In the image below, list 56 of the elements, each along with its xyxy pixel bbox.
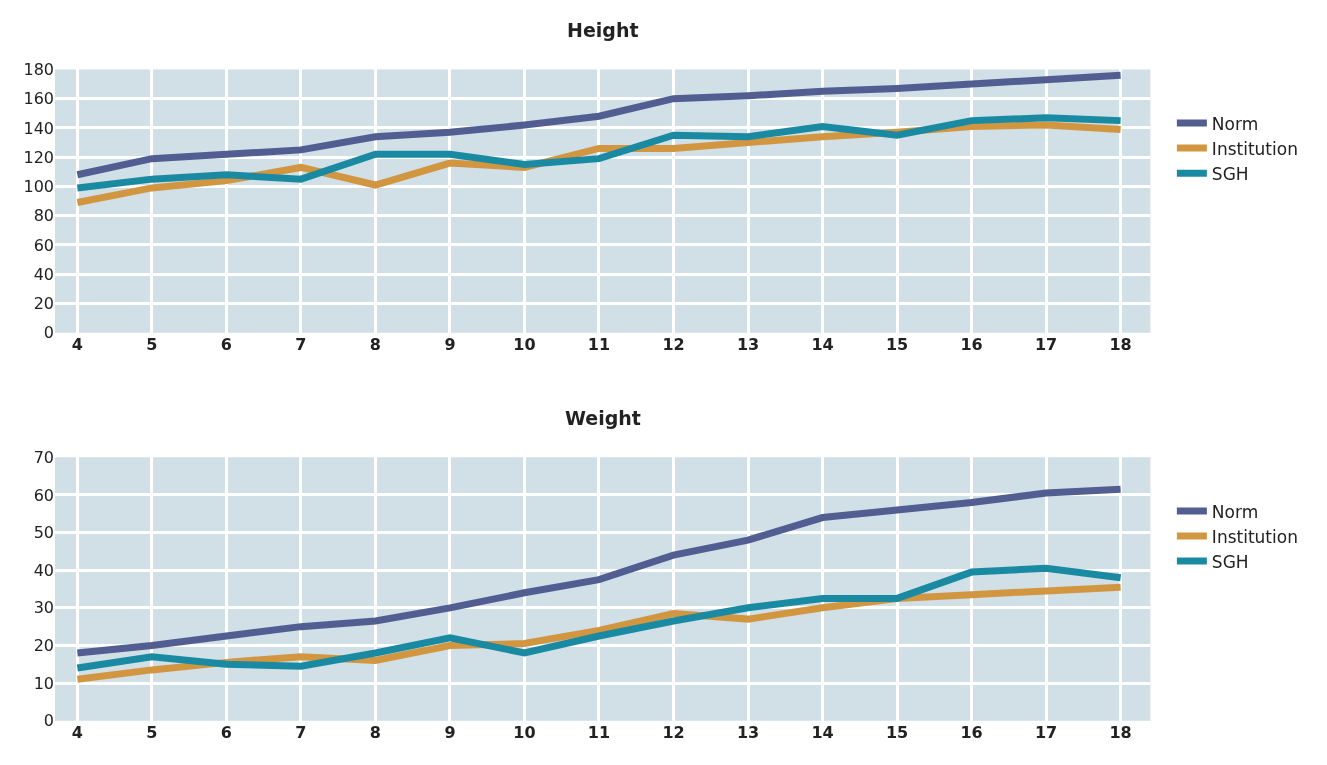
x-tick-label: 18 (1109, 722, 1132, 742)
chart-title: Height (567, 19, 639, 41)
y-tick-label: 40 (33, 560, 54, 580)
y-tick-label: 0 (43, 711, 54, 731)
y-tick-label: 50 (33, 523, 54, 543)
x-tick-label: 12 (662, 722, 685, 742)
y-tick-label: 60 (33, 235, 54, 255)
y-tick-label: 140 (23, 118, 54, 138)
x-tick-label: 18 (1109, 334, 1132, 354)
y-tick-label: 0 (43, 323, 54, 343)
x-tick-label: 17 (1034, 334, 1058, 354)
x-tick-label: 14 (811, 722, 834, 742)
legend-label: Norm (1211, 501, 1259, 522)
y-tick-label: 40 (33, 264, 54, 284)
y-tick-label: 180 (23, 60, 54, 80)
x-tick-label: 15 (885, 722, 909, 742)
y-tick-label: 60 (33, 485, 54, 505)
y-tick-label: 20 (33, 636, 54, 656)
y-tick-label: 120 (23, 147, 54, 167)
x-tick-label: 4 (71, 722, 83, 742)
y-tick-label: 70 (33, 447, 54, 467)
x-tick-label: 17 (1034, 722, 1058, 742)
x-tick-label: 6 (220, 334, 232, 354)
x-tick-label: 12 (662, 334, 685, 354)
x-tick-label: 4 (71, 334, 83, 354)
x-tick-label: 15 (885, 334, 909, 354)
x-tick-label: 7 (295, 334, 307, 354)
x-tick-label: 6 (220, 722, 232, 742)
legend-label: Institution (1211, 526, 1298, 547)
x-tick-label: 14 (811, 334, 834, 354)
legend-label: SGH (1211, 163, 1249, 184)
x-tick-label: 13 (736, 334, 760, 354)
x-tick-label: 16 (960, 334, 983, 354)
y-tick-label: 160 (23, 89, 54, 109)
x-tick-label: 16 (960, 722, 983, 742)
x-tick-label: 8 (369, 334, 381, 354)
y-tick-label: 30 (33, 598, 54, 618)
x-tick-label: 5 (146, 334, 158, 354)
legend-label: Norm (1211, 113, 1259, 134)
x-tick-label: 8 (369, 722, 381, 742)
y-tick-label: 20 (33, 294, 54, 314)
x-tick-label: 10 (513, 722, 536, 742)
x-tick-label: 5 (146, 722, 158, 742)
legend-label: Institution (1211, 138, 1298, 159)
chart-title: Weight (565, 407, 641, 429)
x-tick-label: 9 (444, 334, 456, 354)
y-tick-label: 80 (33, 206, 54, 226)
x-tick-label: 9 (444, 722, 456, 742)
x-tick-label: 11 (587, 722, 611, 742)
x-tick-label: 11 (587, 334, 611, 354)
y-tick-label: 100 (23, 177, 54, 197)
legend-label: SGH (1211, 551, 1249, 572)
y-tick-label: 10 (33, 673, 54, 693)
x-tick-label: 7 (295, 722, 307, 742)
x-tick-label: 10 (513, 334, 536, 354)
x-tick-label: 13 (736, 722, 760, 742)
